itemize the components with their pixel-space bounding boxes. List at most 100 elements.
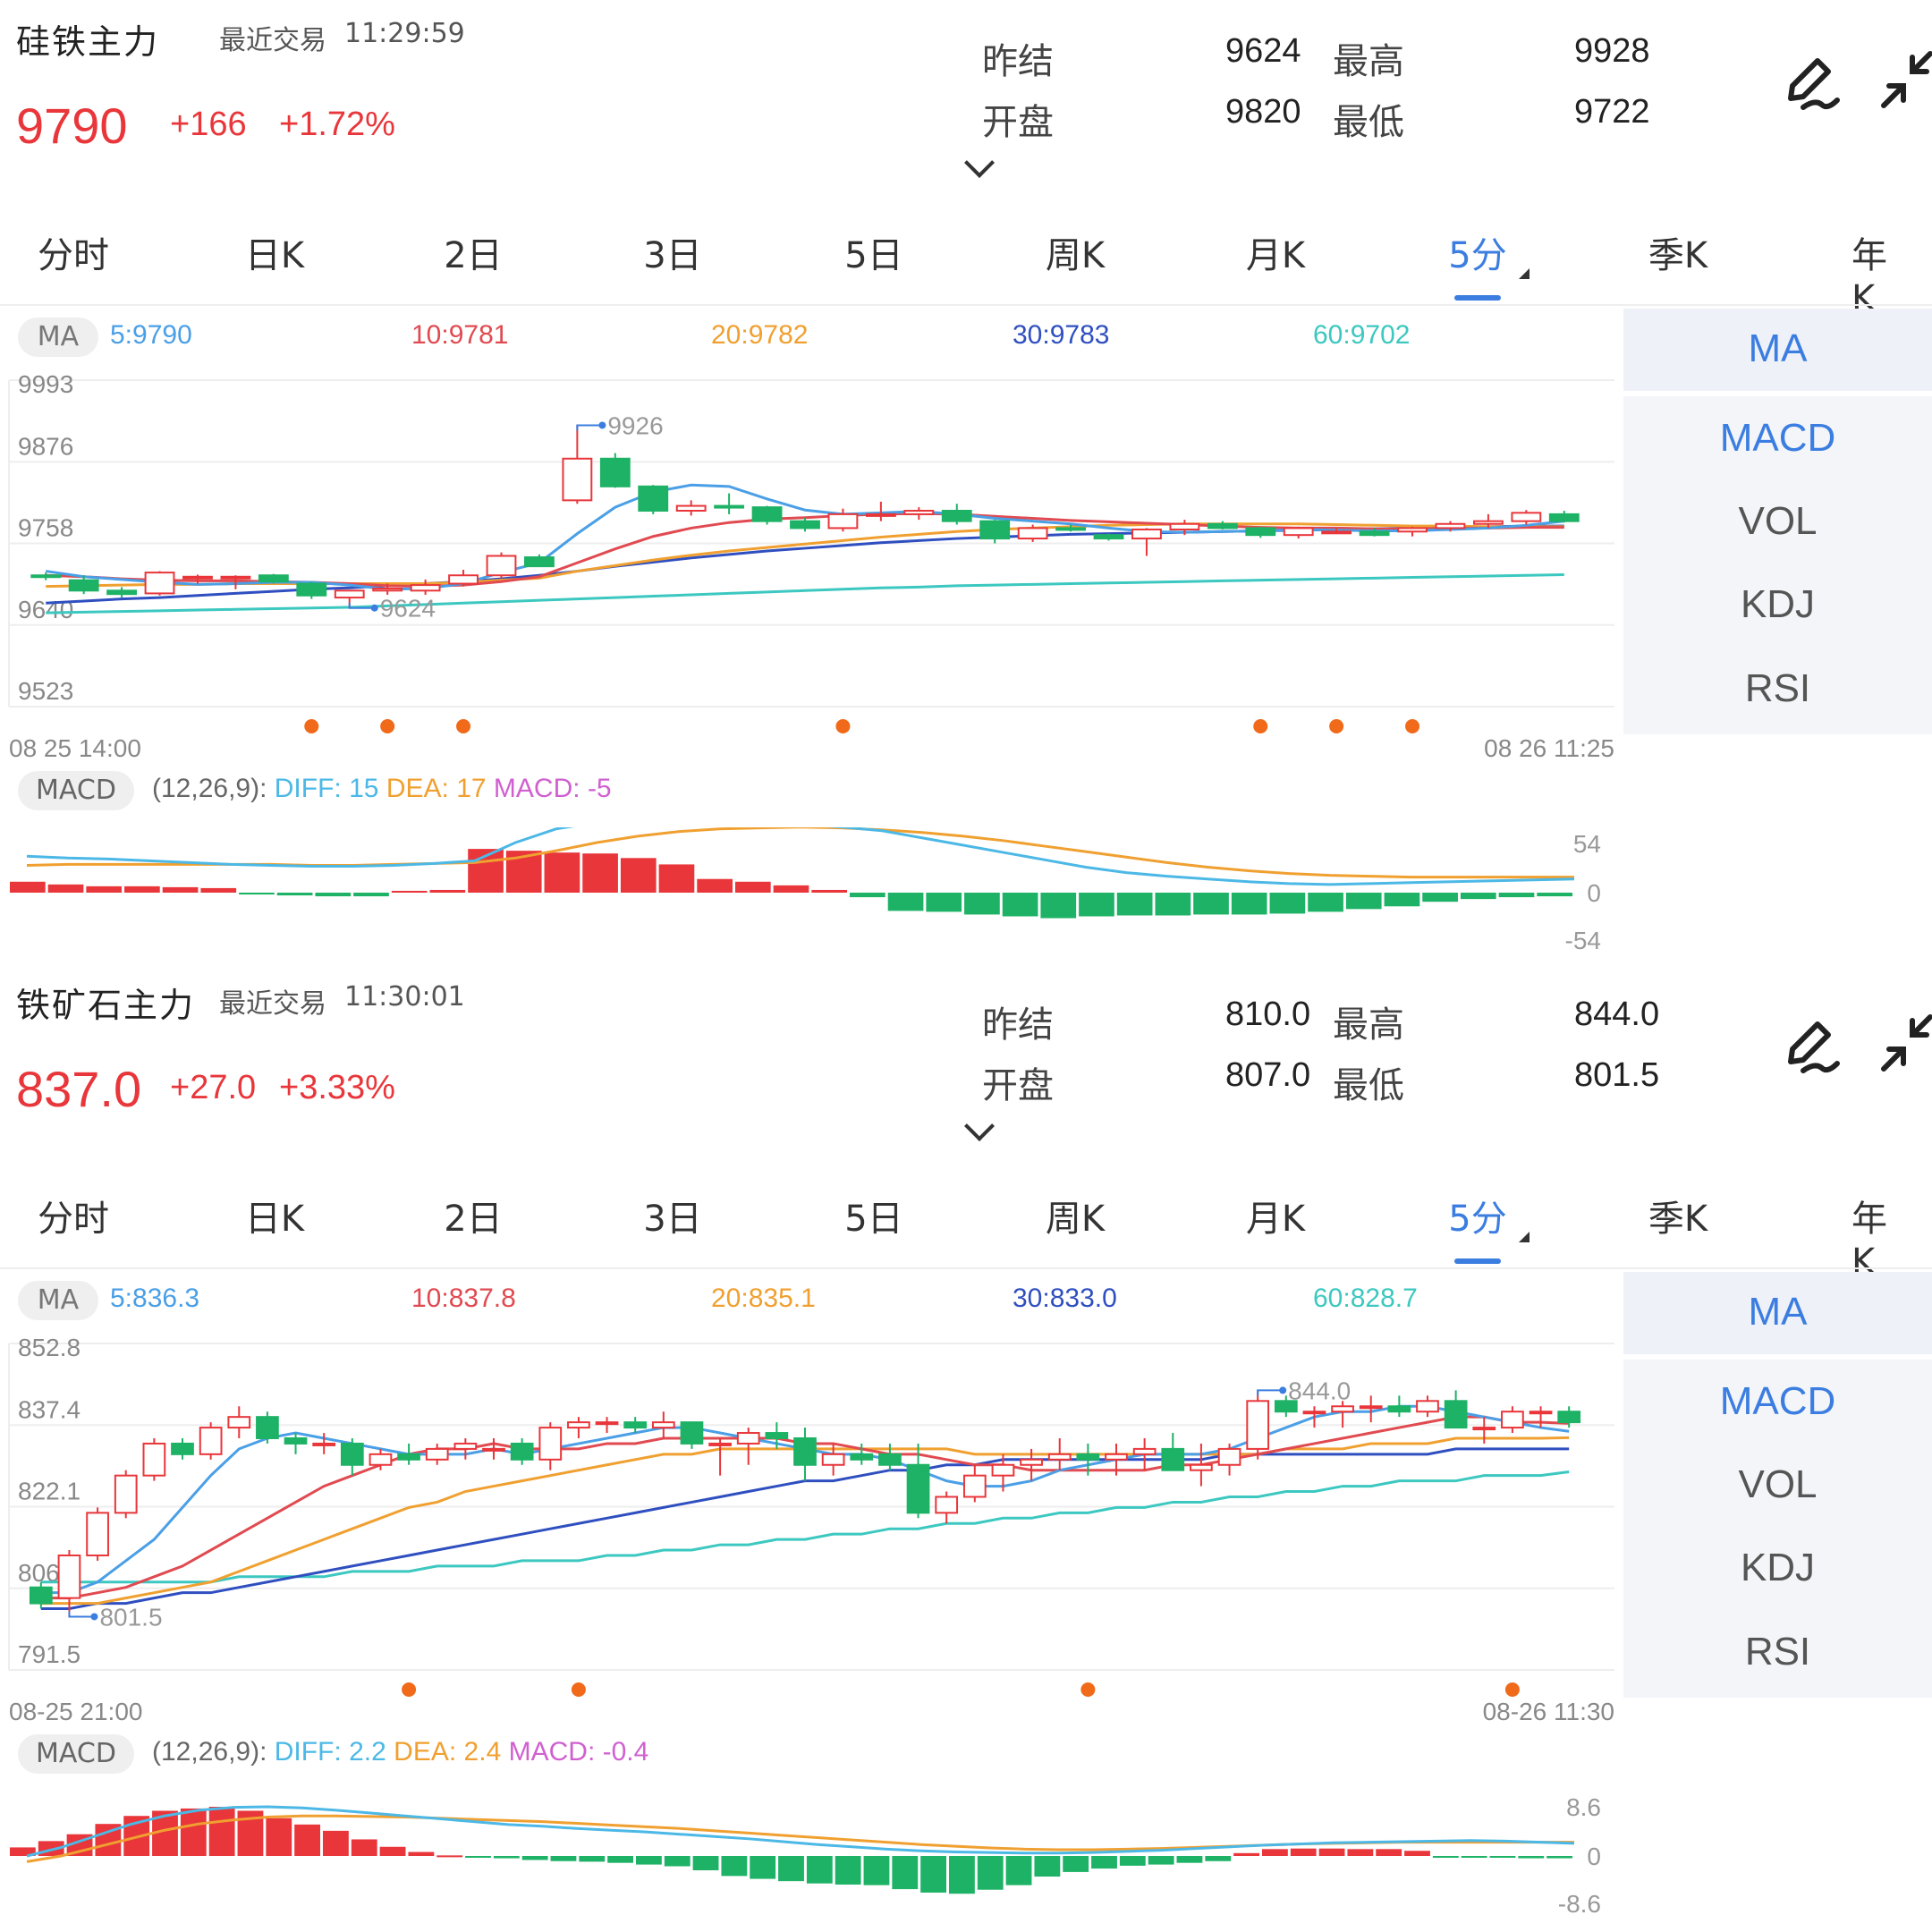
- ma-badge[interactable]: MA: [18, 1281, 98, 1320]
- last-price: 9790: [16, 97, 128, 154]
- macd-bar: [1233, 1852, 1259, 1856]
- candle: [1416, 1395, 1439, 1418]
- macd-bar: [620, 858, 657, 893]
- tab-8[interactable]: 季K: [1648, 235, 1708, 276]
- macd-bar: [1461, 1856, 1487, 1858]
- collapse-arrows-icon[interactable]: [1877, 47, 1932, 118]
- macd-bar: [47, 884, 84, 893]
- indicator-item-macd[interactable]: MACD: [1719, 1379, 1836, 1423]
- macd-bar: [1176, 1856, 1203, 1863]
- tab-5[interactable]: 周K: [1045, 1199, 1106, 1240]
- candle: [1387, 1395, 1411, 1418]
- indicator-item-rsi[interactable]: RSI: [1744, 666, 1811, 710]
- dea-value: 2.4: [463, 1737, 502, 1767]
- candlestick-chart[interactable]: 852.8837.4822.1806.8791.5844.0801.508-25…: [0, 1321, 1623, 1768]
- chevron-down-icon[interactable]: [964, 1111, 995, 1141]
- ma10-value: 10:9781: [411, 320, 509, 350]
- tab-dropdown-icon[interactable]: [1519, 1232, 1530, 1242]
- tab-6[interactable]: 月K: [1245, 1199, 1306, 1240]
- event-marker[interactable]: [1329, 719, 1344, 733]
- indicator-item-kdj[interactable]: KDJ: [1740, 582, 1816, 626]
- open-value: 9820: [1225, 93, 1301, 131]
- ma20-value: 20:9782: [711, 320, 809, 350]
- high-label: 最高: [1333, 1004, 1404, 1046]
- tab-3[interactable]: 3日: [643, 1199, 702, 1240]
- indicator-item-rsi[interactable]: RSI: [1744, 1630, 1811, 1674]
- indicator-item-ma[interactable]: MA: [1748, 1290, 1808, 1334]
- tab-0[interactable]: 分时: [38, 235, 109, 276]
- event-marker[interactable]: [304, 719, 319, 733]
- pencil-scribble-icon[interactable]: [1780, 1015, 1843, 1081]
- macd-bar: [1432, 1856, 1459, 1858]
- indicator-item-vol[interactable]: VOL: [1738, 499, 1818, 543]
- tab-2[interactable]: 2日: [444, 235, 503, 276]
- candle: [1217, 1443, 1241, 1476]
- event-marker[interactable]: [1080, 1682, 1096, 1697]
- event-marker[interactable]: [835, 719, 851, 733]
- indicator-item-macd[interactable]: MACD: [1719, 416, 1836, 460]
- pencil-scribble-icon[interactable]: [1780, 52, 1843, 118]
- macd-chart[interactable]: 8.6 0 -8.6: [0, 1791, 1623, 1925]
- macd-tick-label: 0: [1587, 1843, 1601, 1870]
- candle: [562, 425, 593, 504]
- indicator-item-kdj[interactable]: KDJ: [1740, 1546, 1816, 1589]
- min-marker-line: [348, 602, 375, 609]
- candle: [878, 1443, 902, 1470]
- tab-1[interactable]: 日K: [244, 1199, 305, 1240]
- macd-tick-label: 54: [1573, 830, 1601, 858]
- event-marker[interactable]: [1504, 1682, 1520, 1697]
- candle: [567, 1417, 590, 1438]
- event-marker[interactable]: [402, 1682, 417, 1697]
- event-marker[interactable]: [456, 719, 471, 733]
- min-marker-dot: [370, 604, 378, 612]
- y-tick-label: 791.5: [18, 1640, 80, 1668]
- macd-badge[interactable]: MACD: [18, 1734, 134, 1774]
- tab-4[interactable]: 5日: [844, 235, 903, 276]
- candlestick-chart[interactable]: 9993 9876 9758 9640 9523 9926 9624 08 25 14:00 0…: [0, 358, 1623, 805]
- macd-bar: [162, 886, 199, 893]
- last-trade-time: 11:30:01: [344, 981, 465, 1013]
- tab-5[interactable]: 周K: [1045, 235, 1106, 276]
- candle: [220, 575, 251, 589]
- chevron-down-icon[interactable]: [964, 148, 995, 178]
- tab-2[interactable]: 2日: [444, 1199, 503, 1240]
- event-marker[interactable]: [571, 1682, 586, 1697]
- max-marker-dot: [598, 421, 606, 429]
- macd-bar: [429, 889, 466, 893]
- macd-bar: [124, 886, 160, 893]
- tab-7[interactable]: 5分: [1448, 1199, 1507, 1240]
- min-price-label: 9624: [380, 595, 436, 623]
- tab-1[interactable]: 日K: [244, 235, 305, 276]
- event-marker[interactable]: [1405, 719, 1420, 733]
- tab-6[interactable]: 月K: [1245, 235, 1306, 276]
- indicator-menu-ma[interactable]: MA: [1623, 309, 1932, 391]
- macd-bar: [239, 893, 275, 895]
- macd-chart[interactable]: 54 0 -54: [0, 827, 1623, 962]
- collapse-arrows-icon[interactable]: [1877, 1010, 1932, 1081]
- event-marker[interactable]: [1253, 719, 1268, 733]
- indicator-item-ma[interactable]: MA: [1748, 326, 1808, 370]
- y-tick-label: 9523: [18, 677, 73, 705]
- indicator-item-vol[interactable]: VOL: [1738, 1462, 1818, 1506]
- tab-3[interactable]: 3日: [643, 235, 702, 276]
- candle: [538, 1422, 563, 1470]
- macd-bar: [86, 886, 123, 893]
- macd-bar: [1345, 893, 1382, 910]
- candle: [935, 1491, 959, 1524]
- y-tick-label: 9876: [18, 432, 73, 460]
- tab-8[interactable]: 季K: [1648, 1199, 1708, 1240]
- macd-bar: [926, 893, 962, 912]
- macd-badge[interactable]: MACD: [18, 771, 134, 810]
- tab-7[interactable]: 5分: [1448, 235, 1507, 276]
- indicator-menu-ma[interactable]: MA: [1623, 1272, 1932, 1354]
- ma-badge[interactable]: MA: [18, 318, 98, 357]
- tab-4[interactable]: 5日: [844, 1199, 903, 1240]
- candle: [675, 500, 707, 516]
- event-marker[interactable]: [380, 719, 395, 733]
- tab-0[interactable]: 分时: [38, 1199, 109, 1240]
- candle: [144, 571, 175, 596]
- ma60-value: 60:9702: [1313, 320, 1411, 350]
- max-marker-line: [1257, 1389, 1284, 1396]
- macd-bar: [778, 1856, 804, 1882]
- tab-dropdown-icon[interactable]: [1519, 268, 1530, 279]
